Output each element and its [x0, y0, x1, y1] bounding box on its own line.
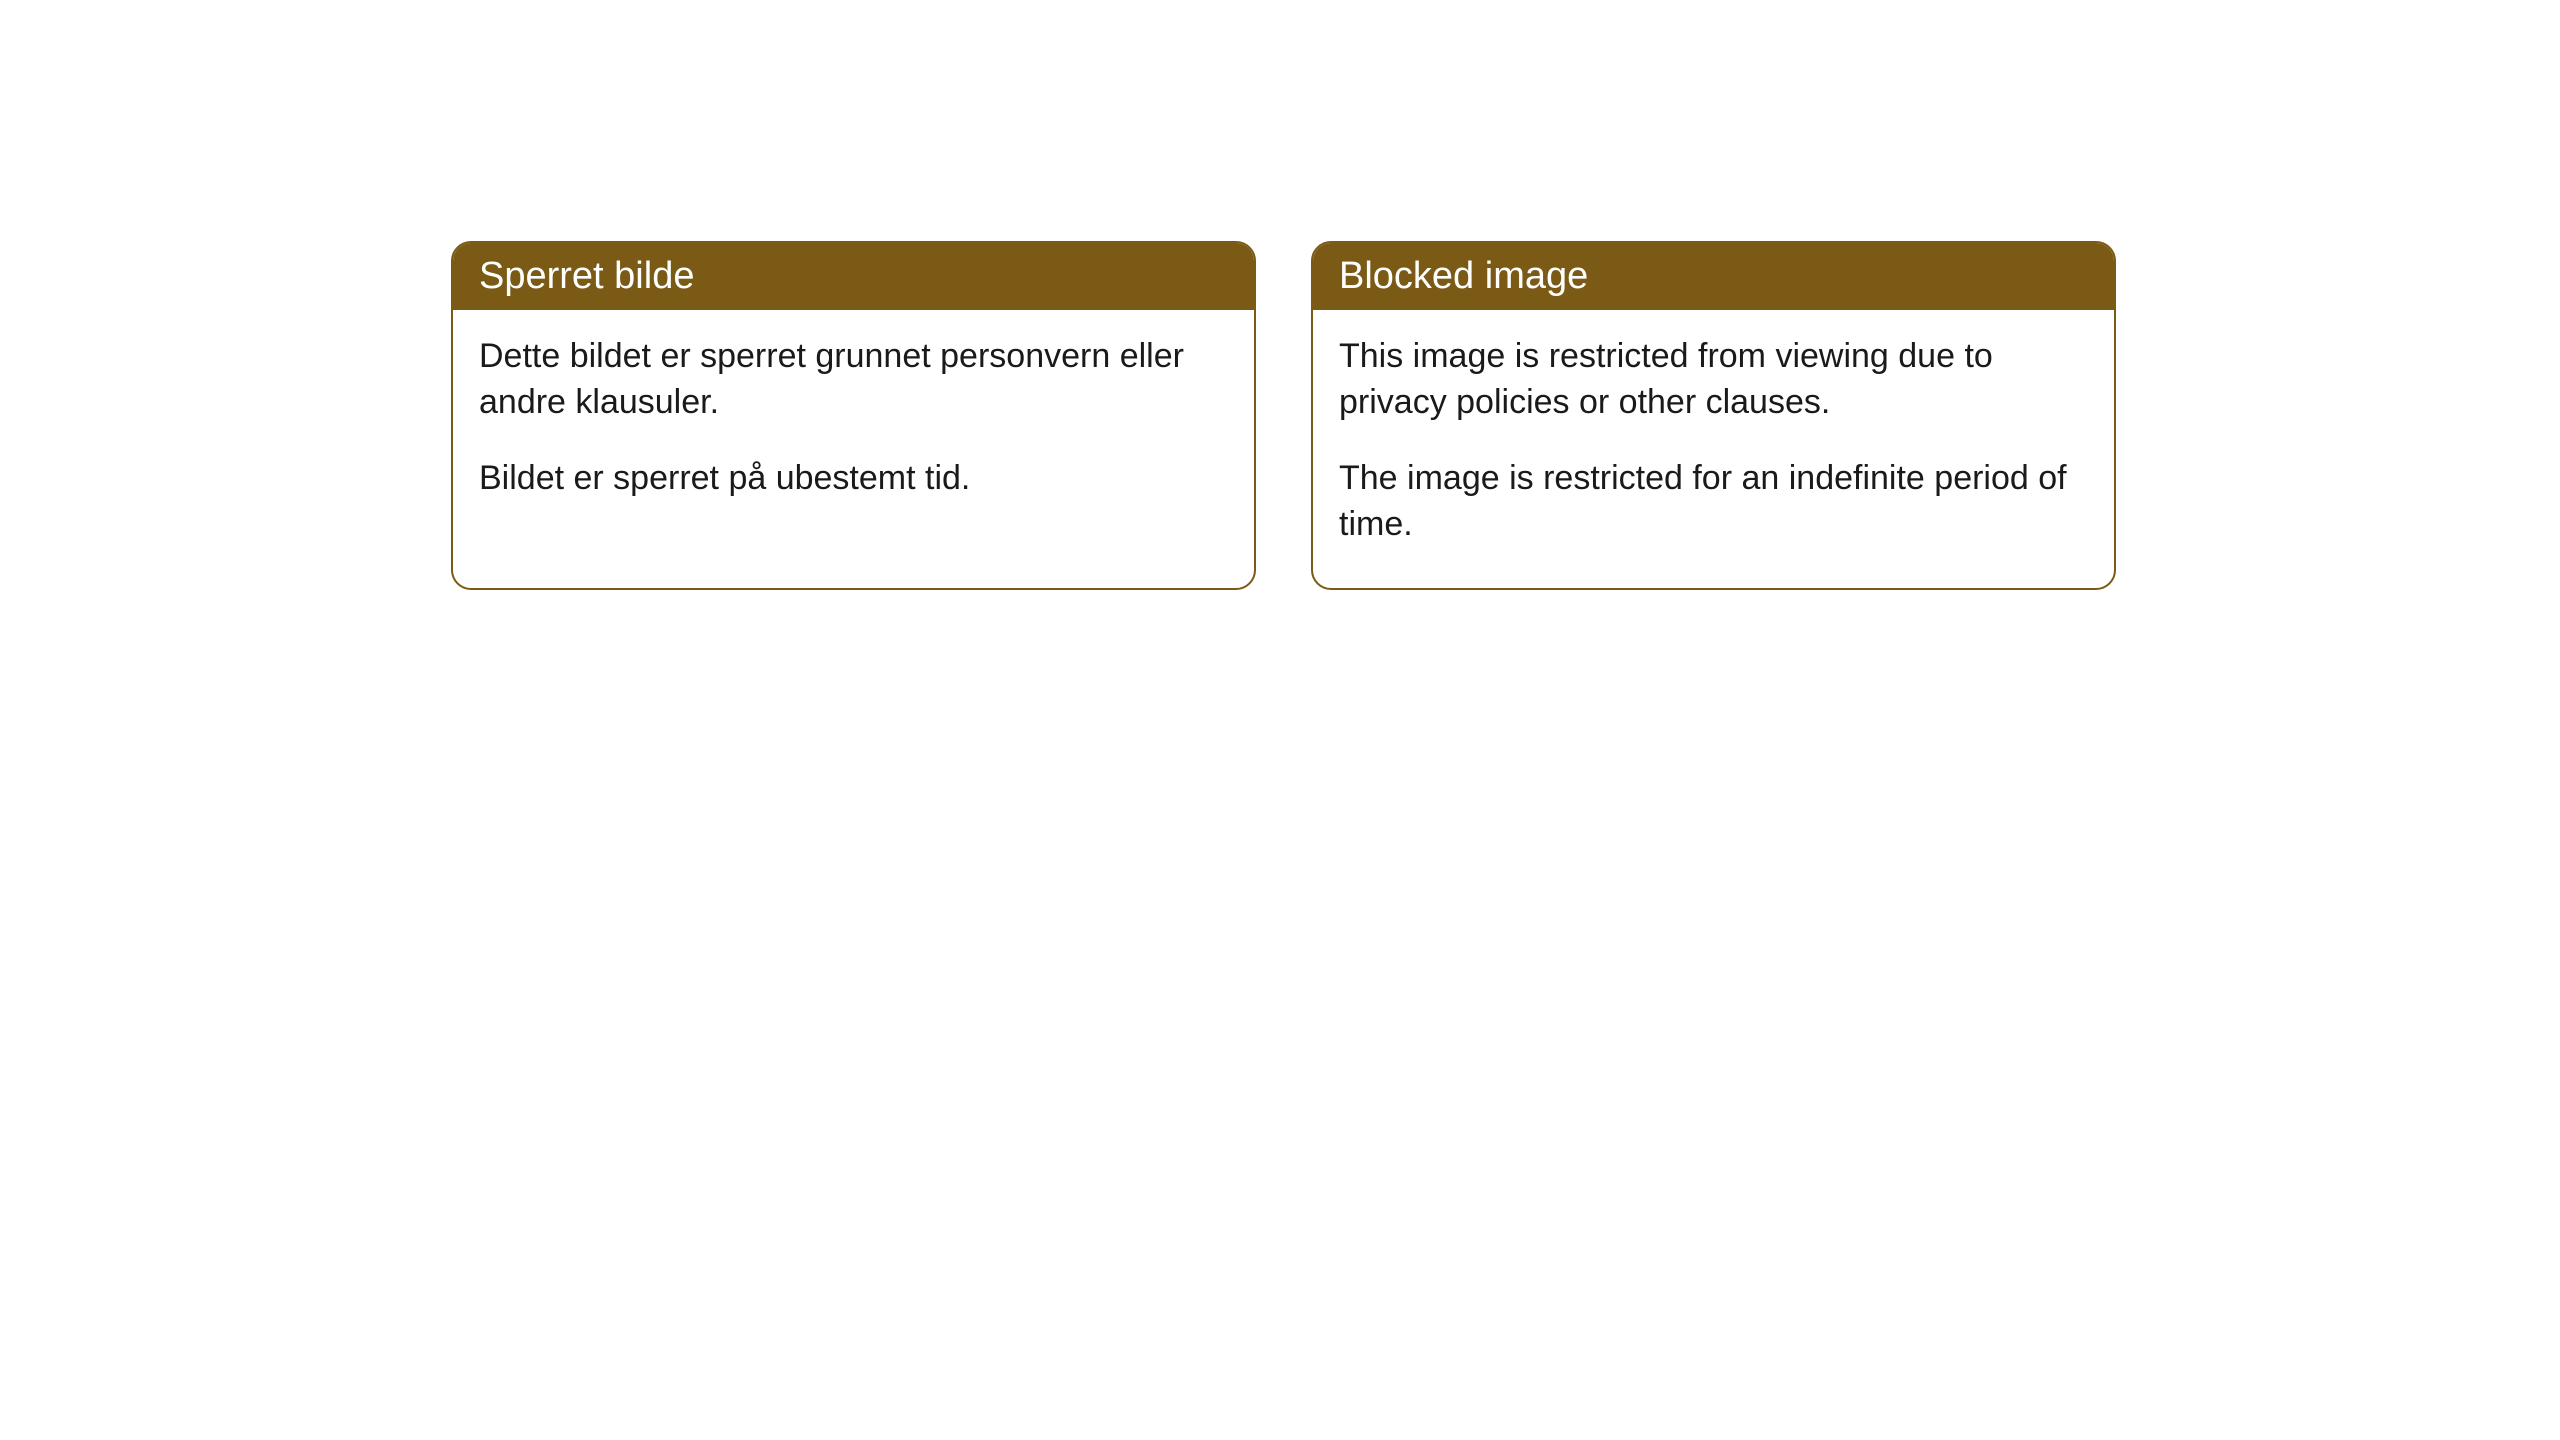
card-paragraph: Bildet er sperret på ubestemt tid. — [479, 456, 1228, 502]
card-paragraph: Dette bildet er sperret grunnet personve… — [479, 334, 1228, 426]
notice-card-english: Blocked image This image is restricted f… — [1311, 241, 2116, 590]
notice-cards-container: Sperret bilde Dette bildet er sperret gr… — [451, 241, 2560, 590]
card-header: Sperret bilde — [453, 243, 1254, 310]
card-header: Blocked image — [1313, 243, 2114, 310]
notice-card-norwegian: Sperret bilde Dette bildet er sperret gr… — [451, 241, 1256, 590]
card-body: Dette bildet er sperret grunnet personve… — [453, 310, 1254, 542]
card-paragraph: The image is restricted for an indefinit… — [1339, 456, 2088, 548]
card-body: This image is restricted from viewing du… — [1313, 310, 2114, 588]
card-paragraph: This image is restricted from viewing du… — [1339, 334, 2088, 426]
card-title: Blocked image — [1339, 255, 1588, 297]
card-title: Sperret bilde — [479, 255, 694, 297]
